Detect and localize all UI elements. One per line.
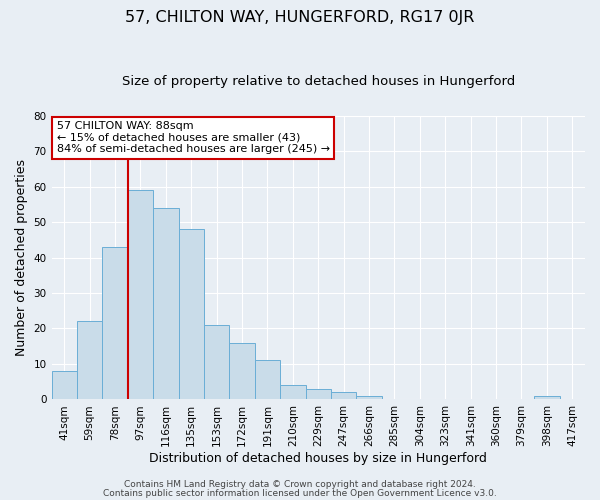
Title: Size of property relative to detached houses in Hungerford: Size of property relative to detached ho…	[122, 75, 515, 88]
Y-axis label: Number of detached properties: Number of detached properties	[15, 159, 28, 356]
X-axis label: Distribution of detached houses by size in Hungerford: Distribution of detached houses by size …	[149, 452, 487, 465]
Bar	[255, 360, 280, 400]
Bar	[179, 229, 204, 400]
Bar	[534, 396, 560, 400]
Bar	[52, 371, 77, 400]
Bar	[77, 322, 103, 400]
Bar	[331, 392, 356, 400]
Bar	[305, 389, 331, 400]
Text: 57 CHILTON WAY: 88sqm
← 15% of detached houses are smaller (43)
84% of semi-deta: 57 CHILTON WAY: 88sqm ← 15% of detached …	[57, 121, 330, 154]
Bar	[153, 208, 179, 400]
Bar	[280, 386, 305, 400]
Bar	[229, 342, 255, 400]
Text: Contains public sector information licensed under the Open Government Licence v3: Contains public sector information licen…	[103, 488, 497, 498]
Bar	[356, 396, 382, 400]
Bar	[103, 247, 128, 400]
Bar	[204, 325, 229, 400]
Text: 57, CHILTON WAY, HUNGERFORD, RG17 0JR: 57, CHILTON WAY, HUNGERFORD, RG17 0JR	[125, 10, 475, 25]
Text: Contains HM Land Registry data © Crown copyright and database right 2024.: Contains HM Land Registry data © Crown c…	[124, 480, 476, 489]
Bar	[128, 190, 153, 400]
